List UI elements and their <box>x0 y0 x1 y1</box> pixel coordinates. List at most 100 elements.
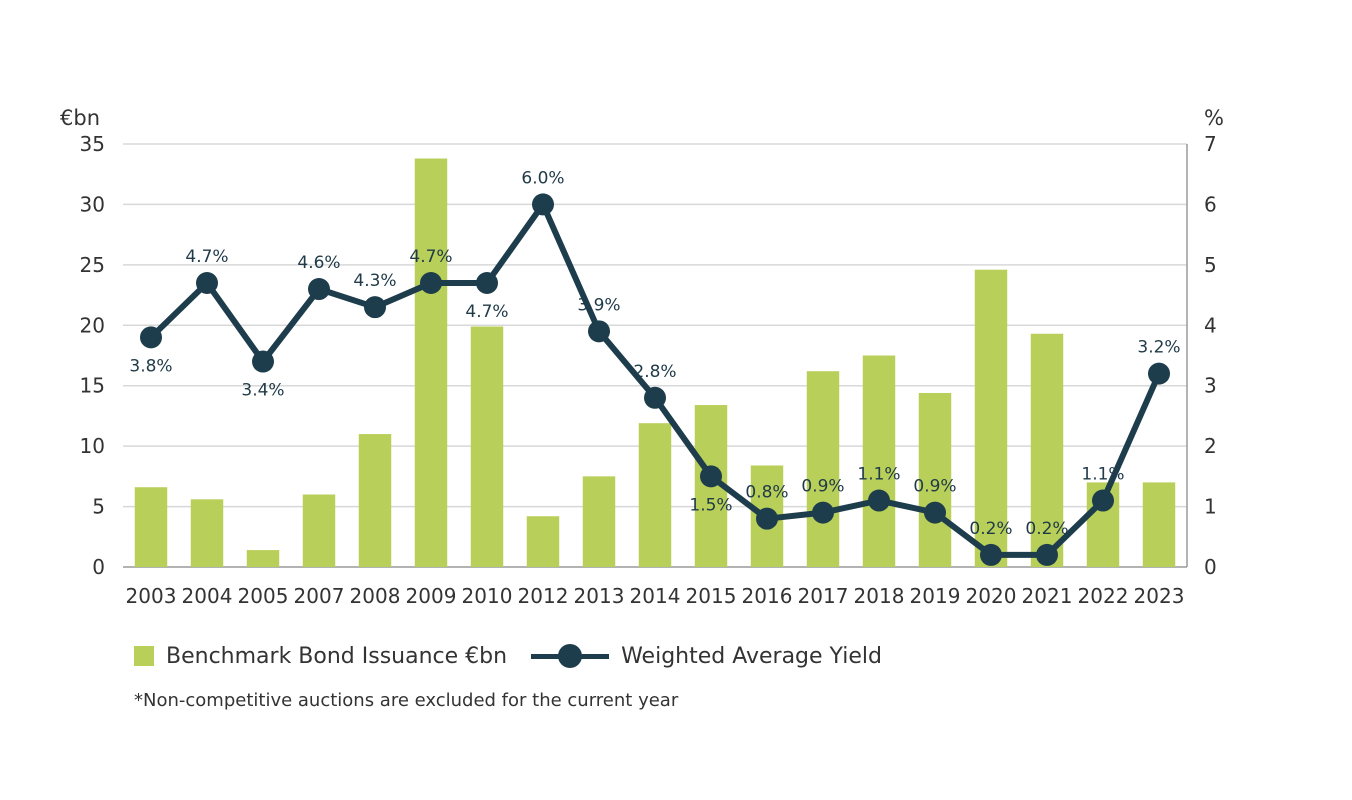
legend: Benchmark Bond Issuance €bn Weighted Ave… <box>134 640 882 672</box>
bars <box>134 158 1176 567</box>
x-tick-label: 2013 <box>574 584 625 608</box>
bar <box>1142 482 1176 567</box>
y-left-tick-label: 20 <box>80 313 105 337</box>
bar <box>302 494 336 567</box>
y-right-tick-label: 0 <box>1204 555 1217 579</box>
yield-data-label: 1.1% <box>1081 465 1124 485</box>
bar <box>246 550 280 567</box>
yield-data-label: 1.1% <box>857 465 900 485</box>
y-left-tick-label: 10 <box>80 434 105 458</box>
yield-data-label: 3.9% <box>577 295 620 315</box>
yield-data-label: 3.2% <box>1137 338 1180 358</box>
x-tick-label: 2017 <box>798 584 849 608</box>
yield-data-label: 0.8% <box>745 483 788 503</box>
yield-point <box>1036 543 1058 566</box>
yield-point <box>812 501 834 524</box>
yield-point <box>1092 489 1114 512</box>
y-right-unit-label: % <box>1204 106 1224 130</box>
bar <box>190 499 224 567</box>
yield-data-label: 4.7% <box>465 302 508 322</box>
yield-point <box>756 507 778 530</box>
bar <box>582 476 616 567</box>
x-tick-label: 2020 <box>966 584 1017 608</box>
footnote: *Non-competitive auctions are excluded f… <box>134 690 679 711</box>
yield-point <box>532 193 554 216</box>
yield-data-labels: 3.8% 4.7% 3.4% 4.6% 4.3% 4.7% 4.7% 6.0% 3.9% 2.8%… <box>129 168 1180 538</box>
yield-data-label: 2.8% <box>633 362 676 382</box>
y-left-unit-label: €bn <box>60 106 100 130</box>
yield-data-label: 0.9% <box>801 477 844 497</box>
yield-data-label: 0.2% <box>969 519 1012 539</box>
y-left-tick-label: 15 <box>80 374 105 398</box>
yield-point <box>140 326 162 349</box>
y-right-tick-label: 1 <box>1204 495 1217 519</box>
bar <box>974 269 1008 567</box>
legend-bar-swatch <box>134 646 154 666</box>
y-right-tick-label: 3 <box>1204 374 1217 398</box>
legend-bar-label: Benchmark Bond Issuance €bn <box>166 643 508 669</box>
yield-data-label: 6.0% <box>521 168 564 188</box>
y-right-tick-label: 4 <box>1204 313 1217 337</box>
legend-line-marker-icon <box>558 644 583 668</box>
bar <box>918 392 952 567</box>
bar <box>526 516 560 567</box>
yield-point <box>1148 362 1170 385</box>
y-right-tick-label: 2 <box>1204 434 1217 458</box>
x-tick-label: 2008 <box>350 584 401 608</box>
bar <box>1030 333 1064 567</box>
y-right-tick-label: 6 <box>1204 192 1217 216</box>
y-tick-labels: 0 5 10 15 20 25 30 35 0 1 2 3 4 5 6 7 <box>80 132 1217 579</box>
bar <box>638 423 672 567</box>
yield-point <box>476 271 498 294</box>
yield-data-label: 0.9% <box>913 477 956 497</box>
x-tick-label: 2007 <box>294 584 345 608</box>
bar <box>806 371 840 567</box>
y-left-tick-label: 5 <box>92 495 105 519</box>
x-tick-label: 2009 <box>406 584 457 608</box>
x-tick-label: 2010 <box>462 584 513 608</box>
y-left-tick-label: 30 <box>80 192 105 216</box>
x-tick-labels: 2003 2004 2005 2007 2008 2009 2010 2012 2013 2014… <box>126 584 1185 608</box>
y-right-tick-label: 5 <box>1204 253 1217 277</box>
x-tick-label: 2023 <box>1134 584 1185 608</box>
bar <box>470 326 504 567</box>
yield-point <box>700 465 722 488</box>
x-tick-label: 2019 <box>910 584 961 608</box>
legend-line-swatch <box>531 644 610 668</box>
yield-data-label: 3.8% <box>129 356 172 376</box>
yield-points <box>140 193 1170 566</box>
x-tick-label: 2016 <box>742 584 793 608</box>
bar <box>358 434 392 567</box>
yield-point <box>308 278 330 301</box>
x-tick-label: 2015 <box>686 584 737 608</box>
yield-data-label: 4.3% <box>353 271 396 291</box>
yield-point <box>364 296 386 319</box>
x-tick-label: 2014 <box>630 584 681 608</box>
y-right-tick-label: 7 <box>1204 132 1217 156</box>
yield-point <box>924 501 946 524</box>
x-tick-label: 2021 <box>1022 584 1073 608</box>
yield-point <box>252 350 274 373</box>
yield-data-label: 1.5% <box>689 495 732 515</box>
y-left-tick-label: 35 <box>80 132 105 156</box>
yield-point <box>196 271 218 294</box>
yield-data-label: 4.6% <box>297 253 340 273</box>
bar <box>862 355 896 567</box>
yield-point <box>644 386 666 409</box>
legend-line-label: Weighted Average Yield <box>621 643 882 669</box>
yield-data-label: 4.7% <box>409 247 452 267</box>
y-left-tick-label: 0 <box>92 555 105 579</box>
yield-data-label: 4.7% <box>185 247 228 267</box>
x-tick-label: 2003 <box>126 584 177 608</box>
yield-data-label: 0.2% <box>1025 519 1068 539</box>
x-tick-label: 2018 <box>854 584 905 608</box>
x-tick-label: 2022 <box>1078 584 1129 608</box>
yield-point <box>980 543 1002 566</box>
yield-point <box>588 320 610 343</box>
x-tick-label: 2005 <box>238 584 289 608</box>
bar <box>414 158 448 567</box>
x-tick-label: 2004 <box>182 584 233 608</box>
yield-data-label: 3.4% <box>241 381 284 401</box>
yield-point <box>420 271 442 294</box>
